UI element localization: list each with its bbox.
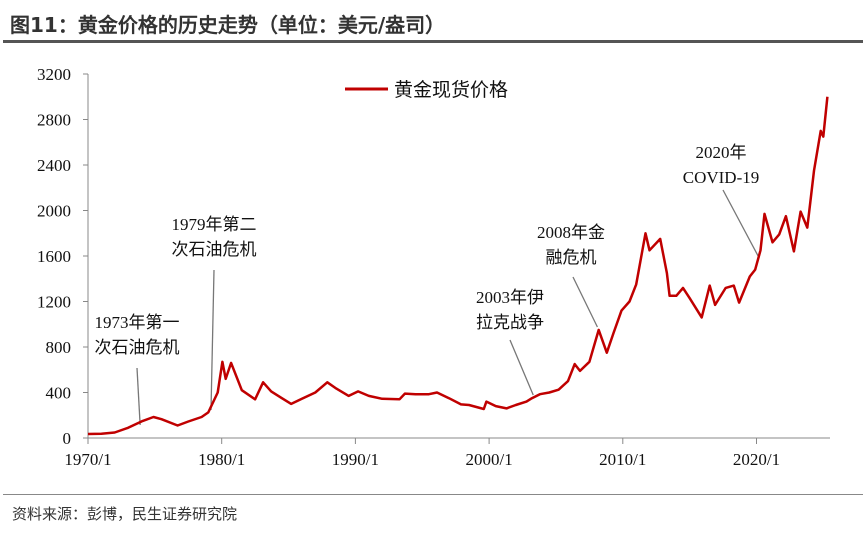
annotation-text: 1979年第二 [172,215,257,234]
y-tick-label: 2000 [37,202,71,221]
legend-label: 黄金现货价格 [394,79,508,101]
annotation-text: 1973年第一 [95,313,180,332]
annotation-text: COVID-19 [683,168,760,187]
annotation-text: 2008年金 [537,223,605,242]
y-tick-label: 2400 [37,156,71,175]
y-tick-label: 1600 [37,247,71,266]
y-tick-label: 800 [46,338,72,357]
annotation-leader [572,276,598,328]
annotation-leader [136,367,141,426]
annotation-text: 融危机 [546,248,597,267]
y-tick-label: 400 [46,384,72,403]
series-line [87,96,829,436]
y-tick-label: 1200 [37,293,71,312]
annotation: 2020年 COVID-19 [683,143,760,259]
y-tick-label: 0 [63,429,72,448]
x-tick-label: 2010/1 [599,450,646,469]
x-tick-label: 1970/1 [64,450,111,469]
annotation-text: 2020年 [696,143,747,162]
x-tick-label: 2000/1 [465,450,512,469]
title-rule [3,40,863,43]
footer-rule [3,494,863,495]
legend: 黄金现货价格 [345,79,508,101]
gold-price-chart: 0 400 800 1200 1600 2000 2400 2800 3200 1970/1 198… [37,65,830,469]
y-tick-label: 3200 [37,65,71,84]
annotation-text: 拉克战争 [476,313,544,332]
y-tick-label: 2800 [37,111,71,130]
figure-title: 图11：黄金价格的历史走势（单位：美元/盎司） [10,13,446,37]
x-tick-label: 1990/1 [332,450,379,469]
x-tick-label: 1980/1 [198,450,245,469]
annotation-leader [722,189,760,259]
x-tick-label: 2020/1 [733,450,780,469]
annotation-leader [210,269,215,411]
annotation-text: 2003年伊 [476,288,544,307]
annotation-text: 次石油危机 [172,240,257,259]
annotation-text: 次石油危机 [95,338,180,357]
annotation-leader [509,339,534,396]
source-note: 资料来源：彭博，民生证券研究院 [12,505,238,523]
